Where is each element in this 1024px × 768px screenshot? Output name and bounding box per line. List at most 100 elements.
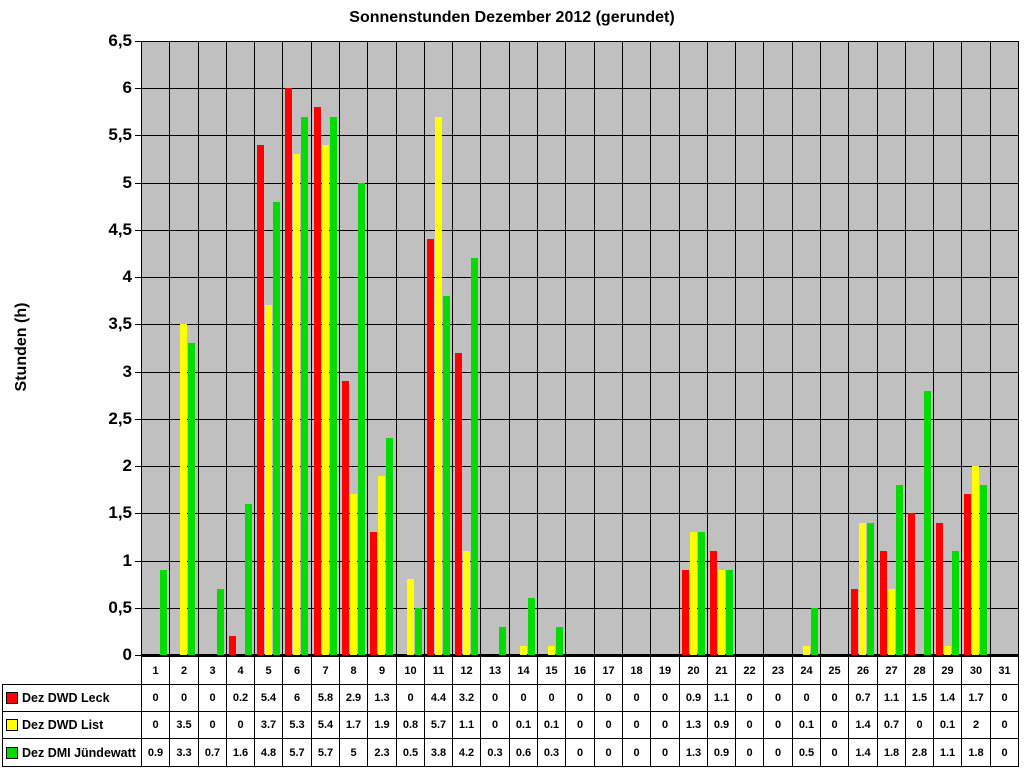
- day-header-cell: 6: [282, 656, 312, 685]
- value-cell: 0: [565, 684, 595, 712]
- bar: [378, 476, 385, 655]
- value-cell: 0: [594, 738, 623, 767]
- y-tick-label: 1,5: [108, 503, 132, 522]
- value-cell: 1.4: [933, 684, 962, 712]
- value-cell: 0: [565, 711, 595, 739]
- day-header-cell: 11: [424, 656, 453, 685]
- day-header-cell: 16: [565, 656, 595, 685]
- bar: [690, 532, 697, 655]
- value-cell: 1.3: [679, 738, 708, 767]
- value-cell: 1.8: [961, 738, 991, 767]
- y-tick: [135, 513, 141, 514]
- grid-line-v: [877, 41, 878, 655]
- y-tick-label: 2,5: [108, 409, 132, 428]
- bar: [229, 636, 236, 655]
- y-tick-label: 4,5: [108, 220, 132, 239]
- y-tick: [135, 230, 141, 231]
- y-tick-label: 5,5: [108, 125, 132, 144]
- bar: [322, 145, 329, 655]
- y-tick-label: 3: [122, 362, 132, 381]
- day-header-cell: 4: [226, 656, 255, 685]
- grid-line-v: [226, 41, 227, 655]
- bar: [443, 296, 450, 655]
- grid-line-v: [622, 41, 623, 655]
- legend-label: Dez DWD List: [22, 718, 104, 732]
- bar: [273, 202, 280, 655]
- bar: [471, 258, 478, 655]
- grid-line-h: [141, 277, 1019, 278]
- value-cell: 0: [792, 684, 821, 712]
- bar: [924, 391, 931, 655]
- value-cell: 1.1: [452, 711, 481, 739]
- grid-line-v: [848, 41, 849, 655]
- value-cell: 0.9: [707, 738, 736, 767]
- value-cell: 5.7: [311, 738, 340, 767]
- legend-label: Dez DWD Leck: [22, 691, 110, 705]
- y-tick-label: 0: [122, 645, 132, 664]
- day-header-cell: 31: [990, 656, 1019, 685]
- grid-line-v: [990, 41, 991, 655]
- bar: [435, 117, 442, 655]
- grid-line-h: [141, 88, 1019, 89]
- y-tick: [135, 88, 141, 89]
- grid-line-v: [763, 41, 764, 655]
- value-cell: 1.3: [679, 711, 708, 739]
- value-cell: 5.7: [282, 738, 312, 767]
- y-tick: [135, 135, 141, 136]
- day-header-cell: 13: [480, 656, 510, 685]
- day-header-cell: 9: [367, 656, 397, 685]
- value-cell: 0: [480, 711, 510, 739]
- bar: [980, 485, 987, 655]
- y-tick: [135, 324, 141, 325]
- bar: [415, 608, 422, 655]
- legend-cell: Dez DWD Leck: [2, 684, 142, 712]
- y-tick-label: 0,5: [108, 598, 132, 617]
- bar: [867, 523, 874, 655]
- value-cell: 0: [594, 684, 623, 712]
- value-cell: 0.7: [198, 738, 227, 767]
- bar: [896, 485, 903, 655]
- bar: [944, 646, 951, 655]
- y-tick: [135, 466, 141, 467]
- bar: [358, 183, 365, 655]
- value-cell: 0: [198, 684, 227, 712]
- value-cell: 3.8: [424, 738, 453, 767]
- day-header-cell: 1: [141, 656, 170, 685]
- value-cell: 1.5: [905, 684, 934, 712]
- value-cell: 0: [622, 684, 651, 712]
- bar: [160, 570, 167, 655]
- value-cell: 1.7: [339, 711, 368, 739]
- bar: [556, 627, 563, 655]
- value-cell: 5.7: [424, 711, 453, 739]
- day-header-cell: 23: [763, 656, 793, 685]
- value-cell: 0.9: [707, 711, 736, 739]
- value-cell: 1.4: [848, 738, 878, 767]
- value-cell: 5.3: [282, 711, 312, 739]
- grid-line-v: [282, 41, 283, 655]
- value-cell: 0: [735, 684, 764, 712]
- value-cell: 0.9: [141, 738, 170, 767]
- bar: [964, 494, 971, 655]
- value-cell: 0: [509, 684, 538, 712]
- value-cell: 0: [622, 711, 651, 739]
- bar: [811, 608, 818, 655]
- value-cell: 0: [735, 711, 764, 739]
- value-cell: 0: [650, 738, 680, 767]
- legend-cell: Dez DMI Jündewatt: [2, 738, 142, 767]
- bar: [888, 589, 895, 655]
- grid-line-v: [792, 41, 793, 655]
- day-header-cell: 8: [339, 656, 368, 685]
- bar: [520, 646, 527, 655]
- value-cell: 3.3: [169, 738, 199, 767]
- y-tick-label: 6,5: [108, 31, 132, 50]
- bar: [285, 88, 292, 655]
- day-header-cell: 26: [848, 656, 878, 685]
- value-cell: 0: [198, 711, 227, 739]
- bar: [726, 570, 733, 655]
- chart-title: Sonnenstunden Dezember 2012 (gerundet): [349, 9, 675, 26]
- bar: [257, 145, 264, 655]
- value-cell: 0: [565, 738, 595, 767]
- bar: [314, 107, 321, 655]
- value-cell: 0.9: [679, 684, 708, 712]
